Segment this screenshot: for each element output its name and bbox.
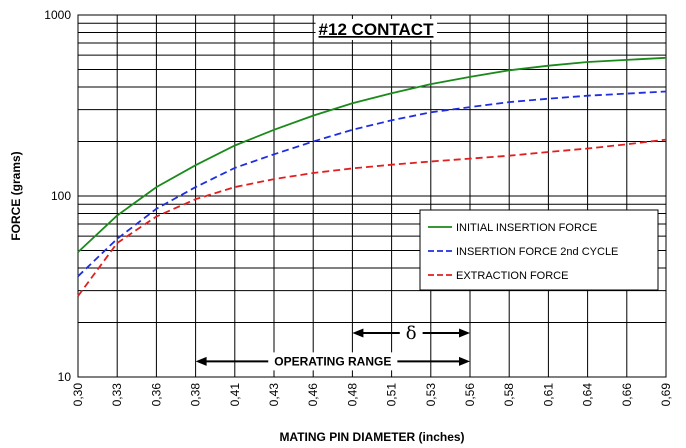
- y-tick-labels: 1000 100 10: [44, 8, 71, 384]
- legend: INITIAL INSERTION FORCE INSERTION FORCE 2…: [419, 209, 659, 291]
- delta-label: δ: [406, 323, 417, 344]
- y-tick-label: 1000: [44, 8, 71, 22]
- series-line: [77, 138, 667, 297]
- arrow-head-right: [459, 356, 470, 366]
- annotation-label-background: [268, 352, 398, 371]
- legend-label: EXTRACTION FORCE: [456, 270, 568, 282]
- x-tick-label: 0,58: [502, 383, 516, 407]
- grid: [78, 15, 666, 377]
- legend-label: INITIAL INSERTION FORCE: [456, 222, 597, 234]
- series-line: [77, 90, 667, 277]
- legend-box: [419, 209, 659, 291]
- operating-range-label: OPERATING RANGE: [274, 354, 391, 368]
- annotation-label-background: [399, 324, 423, 343]
- x-tick-label: 0,46: [306, 383, 320, 407]
- x-tick-label: 0,36: [149, 383, 163, 407]
- x-tick-label: 0,64: [581, 383, 595, 407]
- x-tick-label: 0,61: [541, 383, 555, 407]
- arrow-head-left: [352, 328, 364, 338]
- series-lines: [77, 56, 667, 297]
- chart-title-background: [315, 19, 438, 40]
- x-tick-label: 0,33: [110, 383, 124, 407]
- chart-title: #12 CONTACT: [319, 20, 435, 39]
- x-tick-label: 0,51: [385, 383, 399, 407]
- y-axis-title: FORCE (grams): [9, 151, 23, 240]
- arrow-head-right: [459, 328, 470, 338]
- x-tick-label: 0,43: [267, 383, 281, 407]
- arrow-head-left: [195, 356, 207, 366]
- y-tick-label: 10: [58, 370, 72, 384]
- annotations: OPERATING RANGE δ: [195, 323, 470, 371]
- series-line: [77, 56, 667, 253]
- x-tick-label: 0,41: [228, 383, 242, 407]
- x-tick-label: 0,66: [620, 383, 634, 407]
- x-tick-label: 0,38: [189, 383, 203, 407]
- x-tick-label: 0,69: [659, 383, 673, 407]
- y-tick-label: 100: [51, 189, 71, 203]
- chart-title-group: #12 CONTACT: [315, 19, 438, 40]
- x-axis-title: MATING PIN DIAMETER (inches): [279, 430, 464, 444]
- x-tick-label: 0,56: [463, 383, 477, 407]
- x-tick-label: 0,53: [424, 383, 438, 407]
- plot-border: [77, 14, 667, 378]
- legend-label: INSERTION FORCE 2nd CYCLE: [456, 246, 618, 258]
- x-tick-label: 0,48: [345, 383, 359, 407]
- x-tick-label: 0,30: [71, 383, 85, 407]
- x-tick-labels: 0,30 0,33 0,36 0,38 0,41 0,43 0,46 0,48 0,51 0,53…: [71, 383, 673, 407]
